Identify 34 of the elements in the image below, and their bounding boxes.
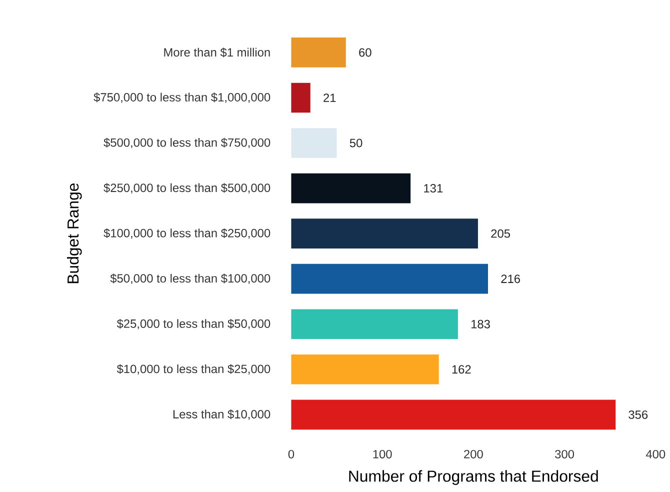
data-label: 21	[324, 94, 336, 102]
y-tick-label: $500,000 to less than $750,000	[104, 138, 270, 148]
bar	[291, 128, 337, 158]
y-tick-label: $100,000 to less than $250,000	[104, 228, 270, 239]
y-tick-label: Less than $10,000	[173, 410, 270, 420]
data-label: 183	[471, 320, 490, 328]
bar	[291, 354, 439, 384]
x-tick-label: 0	[288, 450, 294, 458]
x-axis-title: Number of Programs that Endorsed	[349, 470, 598, 485]
y-axis-title: Budget Range	[67, 183, 82, 284]
data-label: 60	[359, 48, 372, 57]
x-tick-label: 300	[555, 450, 574, 458]
bar	[291, 218, 478, 248]
x-tick-label: 100	[373, 450, 392, 458]
y-tick-label: $10,000 to less than $25,000	[116, 364, 270, 375]
data-label: 50	[350, 138, 362, 148]
data-label: 131	[424, 184, 443, 193]
bar	[291, 264, 488, 294]
data-label: 205	[491, 229, 510, 238]
data-label: 356	[628, 410, 648, 419]
y-tick-label: $25,000 to less than $50,000	[116, 318, 270, 330]
bar	[291, 38, 346, 68]
x-tick-label: 400	[646, 450, 666, 458]
y-tick-label: $250,000 to less than $500,000	[104, 183, 270, 194]
y-tick-label: $50,000 to less than $100,000	[110, 274, 270, 284]
bar	[291, 82, 310, 113]
y-tick-label: $750,000 to less than $1,000,000	[94, 92, 270, 103]
data-label: 162	[452, 365, 471, 374]
bar	[291, 400, 616, 430]
bar	[291, 309, 458, 340]
bar	[291, 173, 411, 204]
data-label: 216	[501, 274, 520, 284]
x-tick-label: 200	[464, 450, 483, 458]
y-tick-label: More than $1 million	[164, 48, 270, 58]
